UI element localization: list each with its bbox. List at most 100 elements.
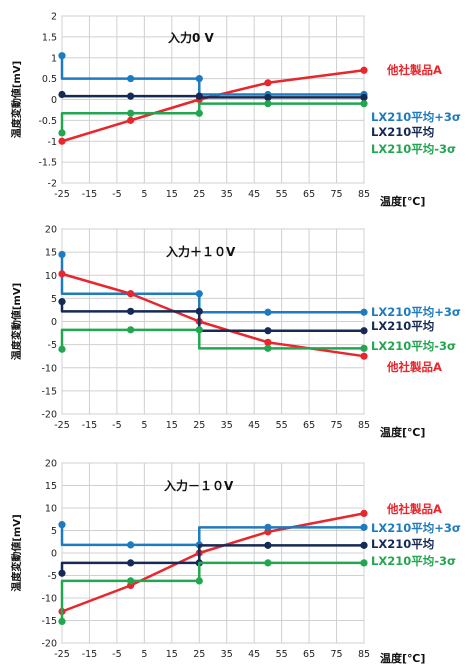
y-tick-label: 15 xyxy=(45,481,57,492)
data-point xyxy=(360,559,368,567)
data-point xyxy=(195,577,203,585)
x-tick-label: 85 xyxy=(358,189,370,200)
y-tick-label: 1 xyxy=(51,53,57,64)
data-point xyxy=(127,109,135,117)
x-tick-label: 5 xyxy=(141,649,147,660)
y-tick-label: 20 xyxy=(45,225,57,236)
x-tick-label: 55 xyxy=(276,649,288,660)
y-tick-label: 2 xyxy=(51,12,57,23)
data-point xyxy=(360,352,368,360)
y-tick-label: 10 xyxy=(45,271,57,282)
x-axis-label: 温度[℃] xyxy=(380,651,425,665)
data-point xyxy=(58,52,66,60)
legend-label: LX210平均-3σ xyxy=(371,339,456,353)
x-tick-label: -25 xyxy=(54,649,70,660)
x-tick-label: -15 xyxy=(82,189,98,200)
x-tick-label: -5 xyxy=(112,420,121,431)
x-tick-label: 55 xyxy=(276,420,288,431)
data-point xyxy=(127,92,135,100)
data-point xyxy=(264,308,272,316)
y-tick-label: -2 xyxy=(48,179,57,190)
x-tick-label: -15 xyxy=(82,649,98,660)
x-tick-label: 65 xyxy=(303,189,315,200)
x-tick-label: 5 xyxy=(141,189,147,200)
data-point xyxy=(58,137,66,145)
chart-title: 入力－１０V xyxy=(164,478,234,493)
data-point xyxy=(264,100,272,108)
x-tick-label: 15 xyxy=(166,420,178,431)
x-tick-label: -5 xyxy=(112,649,121,660)
data-point xyxy=(127,75,135,83)
y-tick-label: -20 xyxy=(41,410,57,421)
legend-label: LX210平均 xyxy=(371,319,434,333)
data-point xyxy=(58,521,66,529)
x-tick-label: 45 xyxy=(248,649,260,660)
data-point xyxy=(264,79,272,87)
x-tick-label: -5 xyxy=(112,189,121,200)
data-point xyxy=(195,290,203,298)
x-axis-label: 温度[℃] xyxy=(380,194,425,208)
x-tick-label: 45 xyxy=(248,420,260,431)
data-point xyxy=(58,90,66,99)
y-tick-label: -10 xyxy=(41,594,57,605)
x-tick-label: 45 xyxy=(248,189,260,200)
data-point xyxy=(127,577,135,585)
data-point xyxy=(127,326,135,334)
data-point xyxy=(58,569,66,577)
legend-label: LX210平均-3σ xyxy=(371,554,456,568)
x-tick-label: 35 xyxy=(221,649,233,660)
data-point xyxy=(58,129,66,137)
data-point xyxy=(58,250,66,259)
x-tick-label: 75 xyxy=(330,189,342,200)
data-point xyxy=(360,509,368,517)
chart-title: 入力＋１０V xyxy=(166,244,236,259)
x-tick-label: 75 xyxy=(330,649,342,660)
data-point xyxy=(360,93,368,102)
data-point xyxy=(360,66,368,74)
x-tick-label: 25 xyxy=(193,420,205,431)
legend-label: LX210平均+3σ xyxy=(371,305,461,319)
y-tick-label: 0 xyxy=(51,549,57,560)
data-point xyxy=(360,541,368,549)
data-point xyxy=(195,109,203,117)
y-tick-label: 5 xyxy=(51,526,57,537)
y-tick-label: -5 xyxy=(48,340,57,351)
data-point xyxy=(127,307,135,315)
data-point xyxy=(127,541,135,549)
y-tick-label: -0.5 xyxy=(38,116,57,127)
data-point xyxy=(127,290,135,298)
data-point xyxy=(360,327,368,335)
y-tick-label: 0.5 xyxy=(42,74,57,85)
data-point xyxy=(360,100,368,108)
legend-label: 他社製品A xyxy=(386,360,442,374)
x-tick-label: 35 xyxy=(221,189,233,200)
data-point xyxy=(195,307,203,315)
x-tick-label: 75 xyxy=(330,420,342,431)
x-tick-label: 65 xyxy=(303,649,315,660)
data-point xyxy=(127,559,135,567)
x-tick-label: 55 xyxy=(276,189,288,200)
x-tick-label: 85 xyxy=(358,420,370,431)
x-tick-label: 25 xyxy=(193,649,205,660)
data-point xyxy=(195,326,203,334)
x-axis-label: 温度[℃] xyxy=(380,425,425,439)
y-tick-label: 1.5 xyxy=(42,32,57,43)
legend-label: 他社製品A xyxy=(386,502,442,516)
chart-panel-1: -2 -1.5 -1 -0.5 0 0.5 1 1.5 2 -25 -15 -5 5 15 25 35 45 55… xyxy=(10,12,461,209)
y-tick-label: 5 xyxy=(51,294,57,305)
data-point xyxy=(360,523,368,531)
x-tick-label: 65 xyxy=(303,420,315,431)
data-point xyxy=(360,308,368,316)
y-tick-label: 15 xyxy=(45,248,57,259)
y-tick-label: -1 xyxy=(48,137,57,148)
x-tick-label: -25 xyxy=(54,420,70,431)
data-point xyxy=(264,344,272,352)
y-tick-label: 20 xyxy=(45,459,57,470)
data-point xyxy=(127,116,135,124)
data-point xyxy=(264,541,272,549)
legend-label: LX210平均 xyxy=(371,125,434,139)
data-point xyxy=(195,92,203,100)
data-point xyxy=(58,270,66,278)
x-tick-label: 35 xyxy=(221,420,233,431)
